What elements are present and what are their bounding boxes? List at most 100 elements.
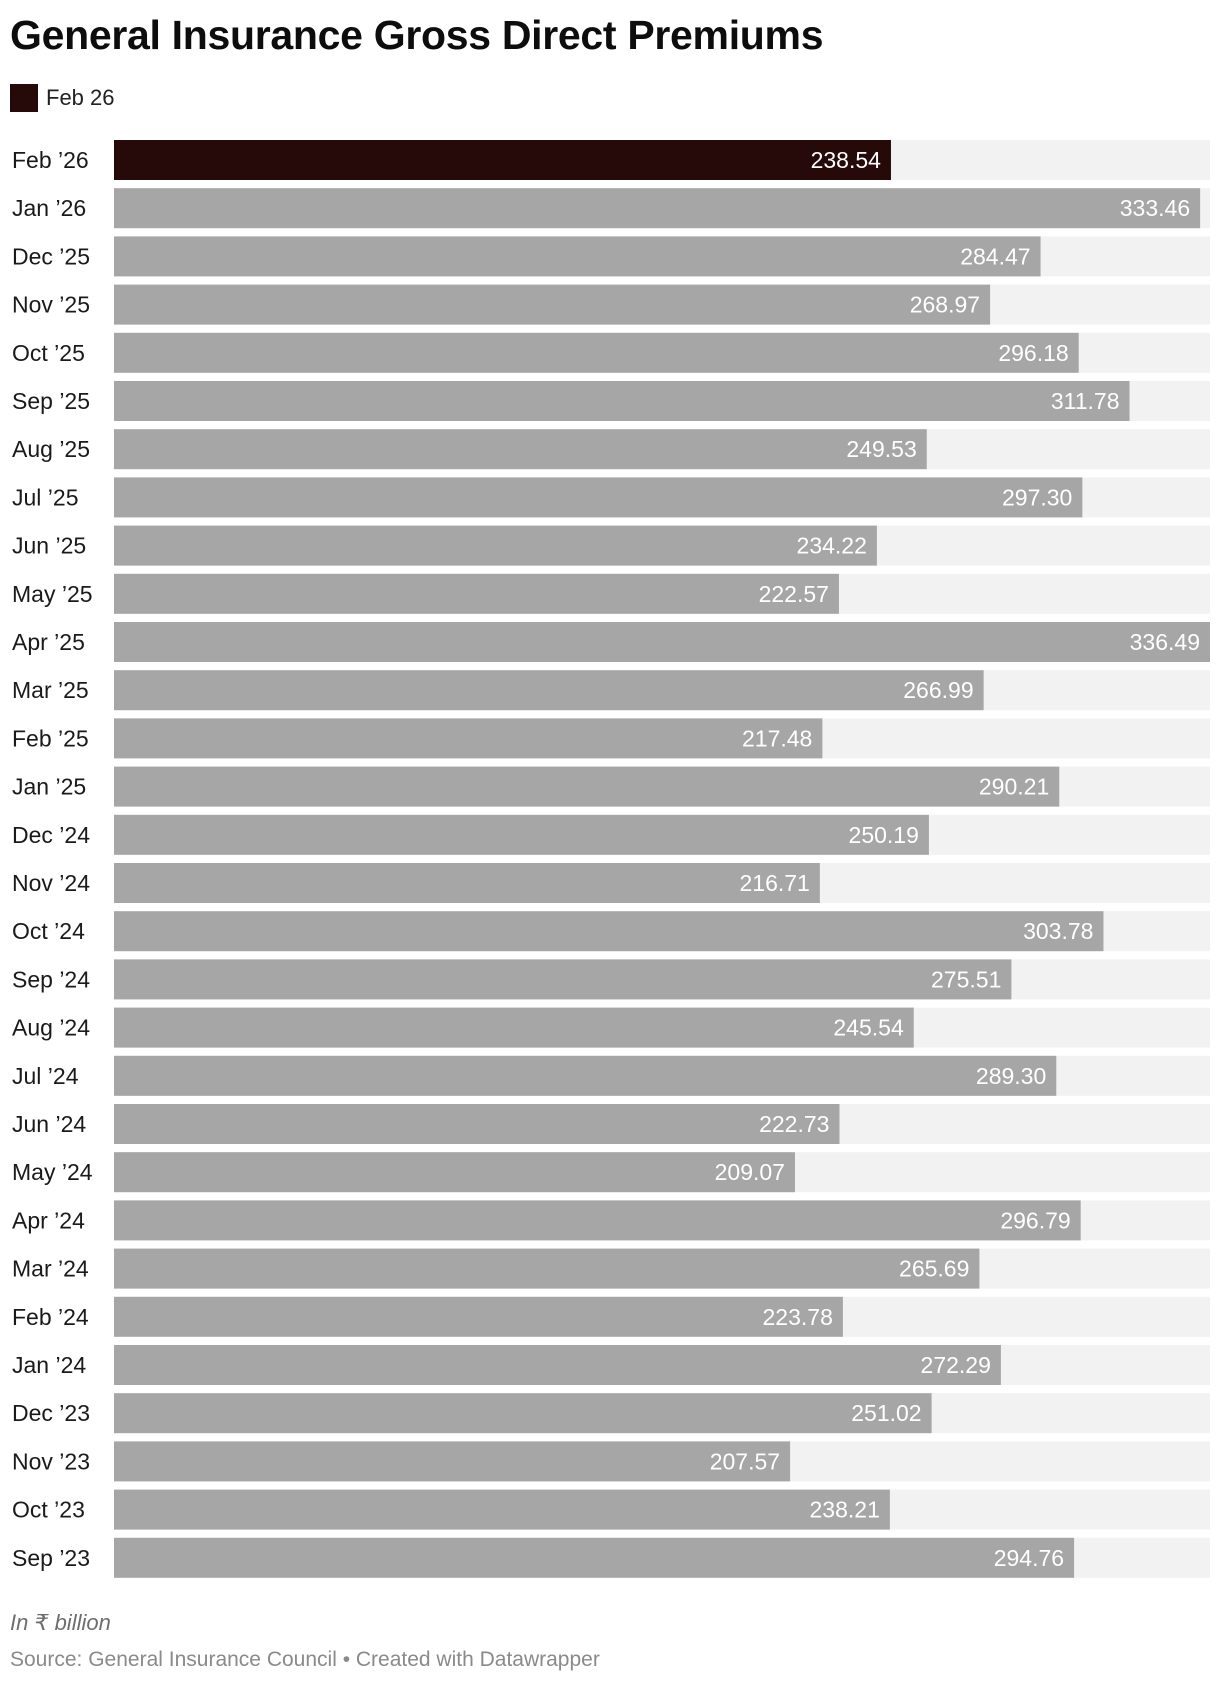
category-label: Mar ’24: [12, 1256, 89, 1282]
category-label: Dec ’25: [12, 243, 90, 269]
bar: [114, 573, 839, 614]
legend: Feb 26: [10, 84, 115, 112]
bar: [114, 1345, 1001, 1385]
source-separator: •: [336, 1648, 356, 1671]
bar: [114, 1441, 791, 1482]
bar: [114, 140, 891, 180]
bar: [114, 1489, 890, 1530]
value-label: 207.57: [710, 1448, 780, 1474]
bar: [114, 1296, 843, 1337]
value-label: 296.18: [998, 340, 1068, 366]
legend-label: Feb 26: [46, 85, 115, 110]
category-label: Oct ’25: [12, 340, 85, 366]
value-label: 268.97: [910, 292, 980, 318]
bar: [114, 1152, 795, 1193]
bar: [114, 622, 1210, 662]
bar: [114, 814, 929, 855]
legend-swatch: [10, 84, 38, 112]
category-label: Aug ’25: [12, 436, 90, 462]
notes-text: In ₹ billion: [10, 1610, 111, 1635]
category-label: Nov ’25: [12, 292, 90, 318]
category-label: Apr ’25: [12, 629, 85, 655]
category-label: Jun ’24: [12, 1111, 86, 1137]
bar: [114, 1537, 1075, 1578]
bar: [114, 429, 927, 470]
category-label: Jan ’25: [12, 774, 86, 800]
chart-title: General Insurance Gross Direct Premiums: [10, 12, 824, 58]
value-label: 238.54: [811, 147, 882, 173]
category-label: Apr ’24: [12, 1207, 85, 1233]
value-label: 294.76: [994, 1545, 1064, 1571]
bar: [114, 284, 991, 325]
value-label: 223.78: [763, 1304, 833, 1330]
bar: [114, 670, 984, 711]
source-prefix: Source:: [10, 1648, 89, 1671]
value-label: 289.30: [976, 1063, 1046, 1089]
category-label: Jun ’25: [12, 533, 86, 559]
bar: [114, 332, 1079, 373]
value-label: 250.19: [849, 822, 919, 848]
bar: [114, 1393, 932, 1434]
value-label: 311.78: [1051, 388, 1120, 414]
category-label: May ’25: [12, 581, 93, 607]
value-label: 249.53: [846, 436, 916, 462]
bar: [114, 381, 1130, 421]
value-label: 265.69: [899, 1256, 969, 1282]
category-label: May ’24: [12, 1159, 93, 1185]
value-label: 336.49: [1130, 629, 1200, 655]
category-label: Sep ’23: [12, 1545, 90, 1571]
value-label: 216.71: [739, 870, 809, 896]
value-label: 296.79: [1000, 1207, 1070, 1233]
bar: [114, 1248, 980, 1289]
source-name: General Insurance Council: [88, 1648, 337, 1671]
bar: [114, 911, 1104, 952]
category-label: Jan ’24: [12, 1352, 86, 1378]
category-label: Sep ’25: [12, 388, 90, 414]
bar: [114, 1200, 1081, 1241]
source-line: Source: General Insurance Council • Crea…: [10, 1648, 600, 1672]
category-label: Jul ’25: [12, 484, 78, 510]
category-label: Nov ’23: [12, 1448, 90, 1474]
bar: [114, 718, 823, 759]
value-label: 217.48: [742, 725, 812, 751]
bar: [114, 525, 877, 566]
category-label: Feb ’25: [12, 725, 89, 751]
value-label: 222.57: [759, 581, 829, 607]
bar: [114, 1104, 840, 1144]
category-label: Dec ’23: [12, 1400, 90, 1426]
category-label: Dec ’24: [12, 822, 90, 848]
bar: [114, 1007, 914, 1048]
value-label: 266.99: [903, 677, 973, 703]
value-label: 303.78: [1023, 918, 1093, 944]
category-label: Aug ’24: [12, 1015, 90, 1041]
category-label: Oct ’24: [12, 918, 85, 944]
value-label: 245.54: [833, 1015, 904, 1041]
category-label: Feb ’26: [12, 147, 89, 173]
value-label: 272.29: [921, 1352, 991, 1378]
bar: [114, 863, 820, 903]
value-label: 234.22: [797, 533, 867, 559]
value-label: 333.46: [1120, 195, 1190, 221]
category-label: Mar ’25: [12, 677, 89, 703]
bar-chart: Feb ’26 238.54 Jan ’26 333.46 Dec ’25 284.47 N…: [12, 140, 1210, 1578]
bar: [114, 766, 1060, 807]
bar: [114, 959, 1012, 1000]
category-label: Jul ’24: [12, 1063, 79, 1089]
value-label: 251.02: [851, 1400, 921, 1426]
bar: [114, 188, 1201, 229]
category-label: Jan ’26: [12, 195, 86, 221]
category-label: Nov ’24: [12, 870, 90, 896]
value-label: 284.47: [960, 243, 1030, 269]
category-label: Feb ’24: [12, 1304, 89, 1330]
credit-text: Created with Datawrapper: [355, 1648, 600, 1671]
value-label: 297.30: [1002, 484, 1072, 510]
value-label: 238.21: [810, 1497, 880, 1523]
value-label: 222.73: [759, 1111, 829, 1137]
category-label: Oct ’23: [12, 1497, 85, 1523]
value-label: 290.21: [979, 774, 1049, 800]
category-label: Sep ’24: [12, 966, 90, 992]
bar: [114, 1055, 1057, 1096]
bar: [114, 236, 1041, 277]
bar: [114, 477, 1083, 518]
value-label: 275.51: [931, 966, 1001, 992]
